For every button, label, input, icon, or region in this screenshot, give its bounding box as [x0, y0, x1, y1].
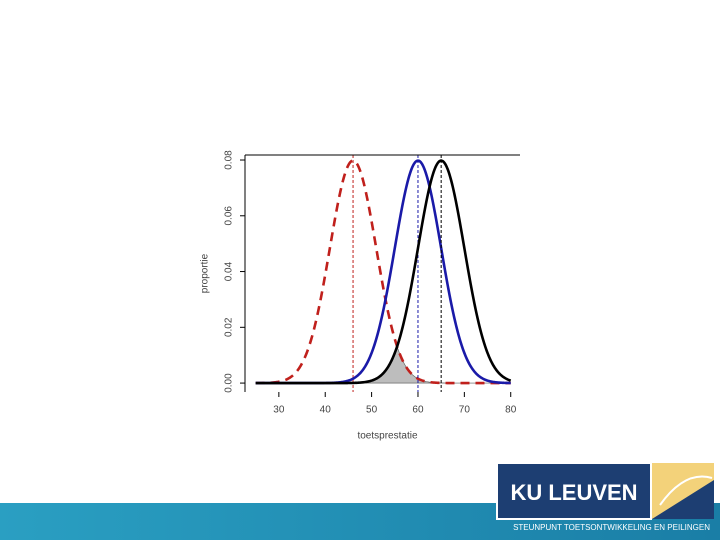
- x-tick-label: 60: [412, 405, 424, 416]
- x-tick-label: 80: [505, 405, 517, 416]
- logo-box: [496, 462, 652, 520]
- x-tick-label: 70: [459, 405, 471, 416]
- density-curve: [255, 159, 511, 385]
- y-tick-label: 0.06: [224, 206, 235, 226]
- emblem-shape: [652, 480, 714, 519]
- y-tick-label: 0.04: [224, 261, 235, 281]
- x-tick-label: 40: [320, 405, 332, 416]
- footer-subtitle: STEUNPUNT TOETSONTWIKKELING EN PEILINGEN: [513, 523, 710, 532]
- y-tick-label: 0.08: [224, 150, 235, 170]
- plot: 30 40 50 60 70 80 0.00 0.02 0.04 0.06 0.08 toetspre…: [200, 150, 520, 442]
- x-tick-label: 50: [366, 405, 378, 416]
- y-axis-label: proportie: [200, 253, 211, 293]
- y-tick-label: 0.00: [224, 373, 235, 393]
- x-tick-label: 30: [273, 405, 285, 416]
- x-axis-label: toetsprestatie: [357, 431, 417, 442]
- logo-text: KU LEUVEN: [510, 480, 637, 505]
- overlap-area: [255, 346, 511, 384]
- density-curve: [255, 159, 511, 385]
- density-curve: [255, 159, 512, 385]
- emblem-arc: [659, 475, 713, 506]
- y-tick-label: 0.02: [224, 317, 235, 337]
